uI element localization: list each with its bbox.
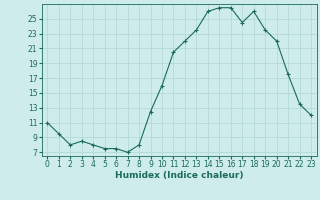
X-axis label: Humidex (Indice chaleur): Humidex (Indice chaleur) [115,171,244,180]
